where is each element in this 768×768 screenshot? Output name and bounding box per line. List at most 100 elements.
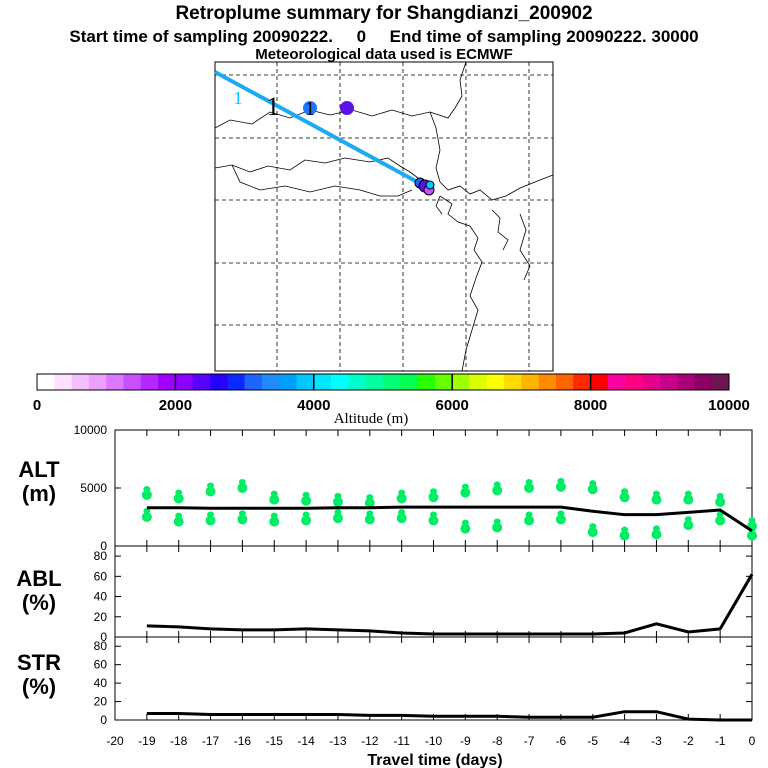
altitude-point (651, 529, 662, 540)
colorbar-tick-label: 2000 (159, 397, 192, 414)
x-tick-label: -16 (234, 734, 252, 748)
map-marker-3: 1 (305, 98, 315, 120)
sampling-time-subtitle: Start time of sampling 20090222. 0 End t… (69, 27, 699, 46)
y-tick-label: 40 (94, 590, 108, 604)
altitude-point (269, 516, 280, 527)
colorbar-swatch (469, 374, 488, 390)
map-marker-1: 1 (234, 88, 243, 108)
altitude-point (460, 487, 471, 498)
y-tick-label: 0 (100, 539, 107, 553)
x-tick-label: -11 (393, 734, 410, 748)
altitude-point (652, 525, 660, 532)
altitude-point (619, 530, 630, 541)
altitude-point (525, 511, 533, 518)
colorbar-swatch (158, 374, 176, 390)
colorbar-swatch (192, 374, 211, 390)
altitude-point (205, 515, 216, 526)
y-tick-label: 0 (100, 630, 107, 644)
x-tick-label: -20 (106, 734, 124, 748)
y-tick-label: 5000 (80, 481, 107, 495)
altitude-point (270, 512, 278, 519)
altitude-point (143, 485, 151, 492)
colorbar-swatch (331, 374, 349, 390)
altitude-point (173, 493, 184, 504)
panel-frame (114, 636, 753, 721)
x-tick-label: 0 (749, 734, 756, 748)
altitude-point (270, 490, 278, 497)
abl-unit-label: (%) (22, 590, 56, 615)
altitude-point (238, 510, 246, 517)
panel-labels: ALT (m) ABL (%) STR (%) Travel time (day… (16, 457, 502, 768)
y-tick-label: 80 (94, 549, 108, 563)
colorbar-swatch (573, 374, 591, 390)
altitude-point (366, 494, 374, 501)
colorbar-label: Altitude (m) (334, 411, 409, 427)
y-tick-label: 0 (100, 713, 107, 727)
alt-unit-label: (m) (22, 481, 56, 506)
y-tick-label: 20 (94, 695, 108, 709)
altitude-point (430, 511, 437, 518)
altitude-point (555, 514, 566, 525)
colorbar-swatch (400, 374, 418, 390)
altitude-point (237, 483, 248, 493)
panel-abl: 80 60 40 20 0 (94, 545, 754, 644)
str-label: STR (17, 650, 61, 675)
x-tick-label: -13 (329, 734, 347, 748)
altitude-point (428, 515, 439, 526)
x-tick-label: -4 (619, 734, 630, 748)
chart-title: Retroplume summary for Shangdianzi_20090… (175, 3, 593, 24)
colorbar-swatch (71, 374, 90, 390)
altitude-point (555, 481, 566, 492)
colorbar-swatch (54, 374, 72, 390)
altitude-point (747, 530, 757, 541)
colorbar-swatch (88, 374, 107, 390)
colorbar-swatch (486, 374, 505, 390)
altitude-point (619, 492, 630, 503)
altitude-point (396, 493, 407, 504)
altitude-point (302, 491, 310, 498)
colorbar-swatch (244, 374, 263, 390)
altitude-point (334, 509, 342, 516)
altitude-point (557, 510, 565, 517)
altitude-point (557, 477, 565, 484)
colorbar-swatch (521, 374, 539, 390)
colorbar-swatch (556, 374, 574, 390)
altitude-point (716, 492, 724, 499)
colorbar-swatch (227, 374, 245, 390)
colorbar-swatch (296, 374, 315, 390)
altitude-point (175, 489, 183, 496)
colorbar-swatch (711, 374, 730, 390)
x-tick-label: -19 (138, 734, 156, 748)
x-tick-label: -18 (170, 734, 188, 748)
altitude-point (141, 489, 152, 500)
altitude-point (396, 513, 407, 524)
altitude-point (461, 483, 469, 490)
altitude-point (524, 483, 535, 493)
colorbar-swatch (37, 374, 55, 390)
colorbar-swatch (642, 374, 661, 390)
trajectory-line (214, 70, 433, 192)
colorbar-swatch (677, 374, 695, 390)
colorbar-swatch (261, 374, 280, 390)
colorbar-tick-label: 4000 (297, 397, 330, 414)
y-tick-label: 40 (94, 676, 108, 690)
altitude-point (684, 490, 692, 497)
altitude-point (301, 495, 312, 506)
mean-altitude-line (146, 505, 753, 533)
colorbar-swatch (625, 374, 643, 390)
altitude-point (302, 511, 310, 518)
altitude-point (748, 517, 756, 524)
altitude-point (684, 516, 692, 523)
colorbar-tick-label: 8000 (574, 397, 607, 414)
altitude-point (141, 512, 152, 522)
abl-line (146, 573, 754, 636)
altitude-point (589, 480, 597, 487)
altitude-point (175, 512, 183, 519)
colorbar-frame (36, 373, 730, 391)
source-cluster (414, 177, 435, 196)
colorbar-tick-label: 10000 (708, 397, 750, 414)
meteorological-data-note: Meteorological data used is ECMWF (255, 46, 513, 63)
altitude-point (398, 489, 406, 496)
x-tick-label: -5 (587, 734, 598, 748)
str-unit-label: (%) (22, 674, 56, 699)
